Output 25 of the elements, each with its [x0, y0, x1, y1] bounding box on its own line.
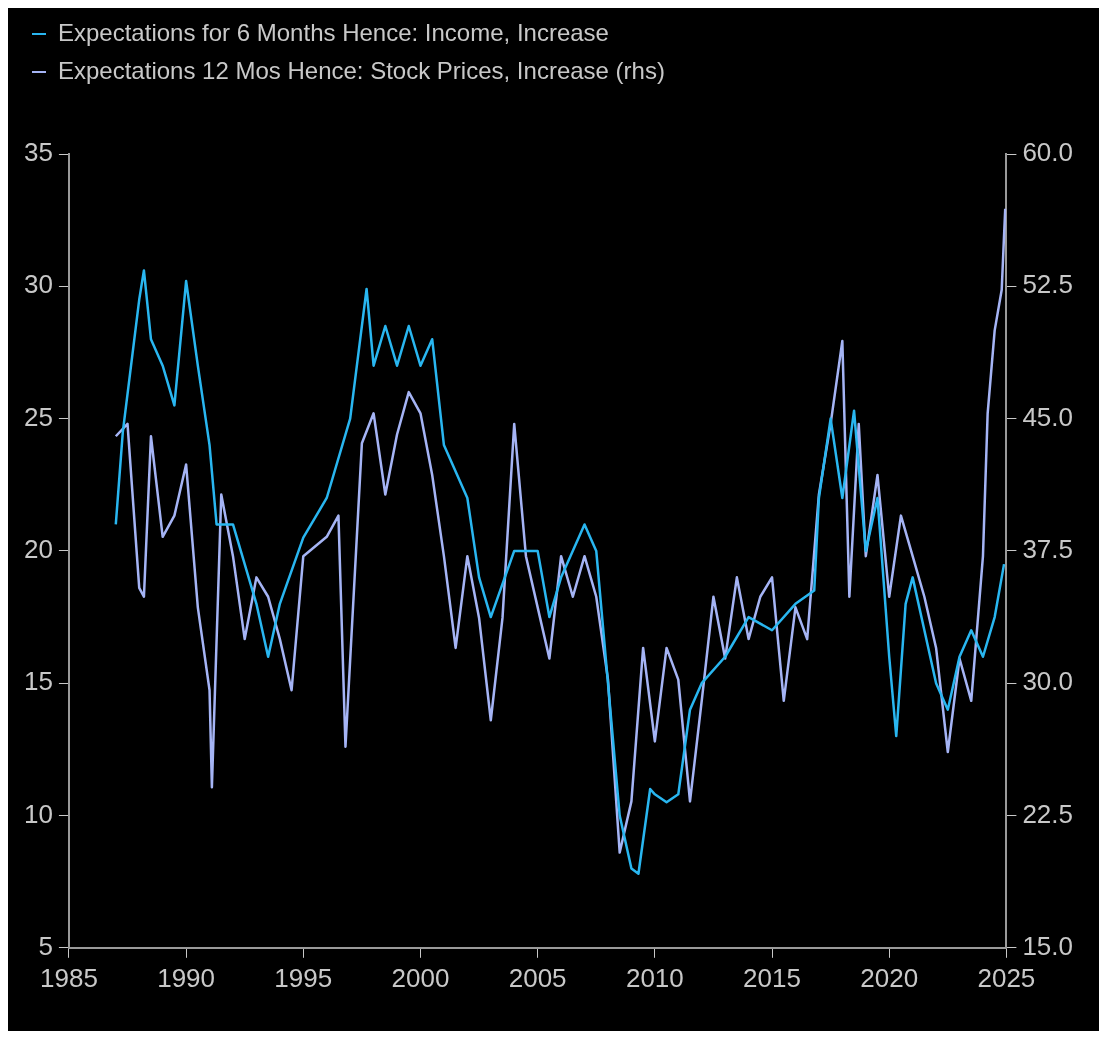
- y-tick-label: 15: [24, 666, 53, 697]
- y2-tick-label: 60.0: [1022, 137, 1074, 168]
- y-tick-label: 30: [24, 269, 53, 300]
- x-tick-label: 1985: [40, 962, 98, 993]
- x-tick-label: 2015: [743, 962, 801, 993]
- x-tick-label: 2025: [977, 962, 1036, 993]
- y2-tick-label: 52.5: [1022, 269, 1074, 300]
- y2-tick-label: 37.5: [1022, 534, 1074, 565]
- y2-tick-label: 30.0: [1022, 666, 1074, 697]
- x-tick-label: 2010: [625, 962, 684, 993]
- y-tick-label: 20: [24, 534, 53, 565]
- y-tick-label: 10: [24, 798, 53, 829]
- y2-tick-label: 15.0: [1022, 930, 1074, 961]
- x-tick-label: 1995: [274, 962, 333, 993]
- y-tick-label: 35: [24, 137, 53, 168]
- y2-tick-label: 45.0: [1022, 401, 1074, 432]
- legend-label: Expectations 12 Mos Hence: Stock Prices, Increase (rhs): [58, 56, 665, 84]
- y2-tick-label: 22.5: [1022, 798, 1074, 829]
- x-tick-label: 2000: [391, 962, 450, 993]
- y-tick-label: 25: [24, 401, 53, 432]
- x-tick-label: 2020: [860, 962, 919, 993]
- x-tick-label: 2005: [508, 962, 567, 993]
- x-tick-label: 1990: [157, 962, 216, 993]
- legend-label: Expectations for 6 Months Hence: Income, Increase: [58, 18, 609, 46]
- y-tick-label: 5: [38, 930, 53, 961]
